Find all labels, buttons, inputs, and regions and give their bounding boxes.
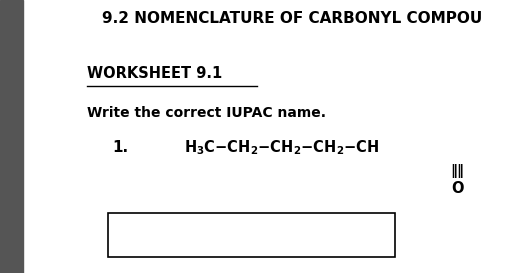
Bar bbox=[0, 0, 23, 273]
Text: $\mathbf{H_3C{-}CH_2{-}CH_2{-}CH_2{-}CH}$: $\mathbf{H_3C{-}CH_2{-}CH_2{-}CH_2{-}CH}… bbox=[184, 138, 380, 157]
Text: $\mathbf{O}$: $\mathbf{O}$ bbox=[451, 180, 464, 196]
Text: 1.: 1. bbox=[113, 140, 129, 155]
Text: 9.2 NOMENCLATURE OF CARBONYL COMPOU: 9.2 NOMENCLATURE OF CARBONYL COMPOU bbox=[102, 11, 482, 26]
Bar bbox=[108, 213, 395, 257]
Text: WORKSHEET 9.1: WORKSHEET 9.1 bbox=[87, 66, 222, 81]
Text: Write the correct IUPAC name.: Write the correct IUPAC name. bbox=[87, 106, 326, 120]
Text: $\mathbf{\|\|}$: $\mathbf{\|\|}$ bbox=[451, 162, 465, 180]
